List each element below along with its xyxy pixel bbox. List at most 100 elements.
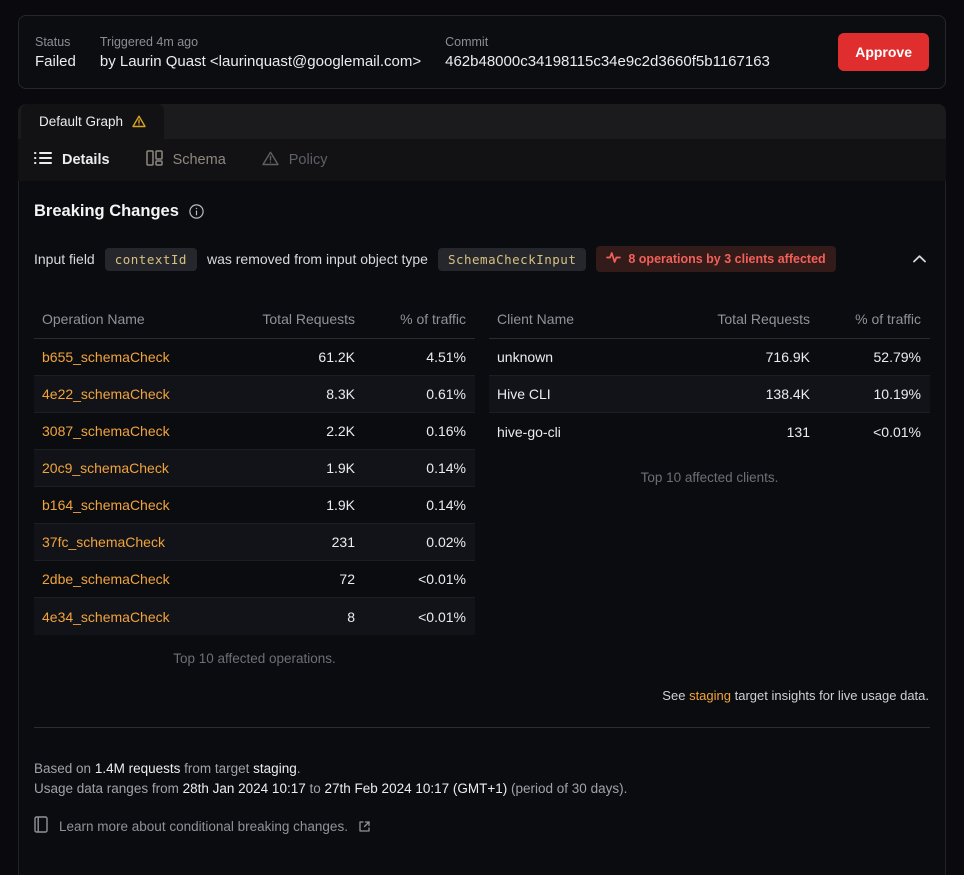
line2-to-word: to [309, 781, 321, 796]
live-insights-note: See staging target insights for live usa… [34, 688, 930, 703]
traffic-cell: 4.51% [426, 349, 466, 365]
clients-table-body: unknown 716.9K 52.79% Hive CLI 138.4K 10… [489, 339, 930, 450]
type-code-chip: SchemaCheckInput [437, 247, 587, 271]
line1-period: . [296, 761, 301, 776]
commit-label: Commit [445, 34, 489, 49]
learn-more-label: Learn more about conditional breaking ch… [59, 818, 348, 834]
requests-cell: 72 [339, 571, 355, 587]
table-row: 4e22_schemaCheck 8.3K 0.61% [34, 376, 475, 413]
column-header: % of traffic [400, 310, 466, 327]
traffic-cell: 0.02% [426, 534, 466, 550]
operation-link[interactable]: 3087_schemaCheck [42, 423, 170, 439]
breaking-change-accordion-row[interactable]: Input field contextId was removed from i… [34, 246, 930, 272]
approve-button[interactable]: Approve [838, 33, 929, 71]
requests-cell: 1.9K [326, 460, 355, 476]
client-name-cell: hive-go-cli [497, 423, 561, 440]
table-row: Hive CLI 138.4K 10.19% [489, 376, 930, 413]
usage-summary-line2: Usage data ranges from 28th Jan 2024 10:… [34, 779, 930, 799]
commit-group: Commit 462b48000c34198115c34e9c2d3660f5b… [445, 35, 770, 70]
operations-table-body: b655_schemaCheck 61.2K 4.51% 4e22_schema… [34, 339, 475, 635]
traffic-cell: 10.19% [873, 386, 921, 402]
note-suffix: target insights for live usage data. [734, 688, 929, 703]
operation-link[interactable]: 37fc_schemaCheck [42, 534, 165, 550]
column-header: % of traffic [855, 310, 921, 327]
line2-prefix: Usage data ranges from [34, 781, 179, 796]
tab-schema-label: Schema [172, 152, 226, 168]
check-summary-header: Status Failed Triggered 4m ago by Laurin… [18, 15, 946, 89]
traffic-cell: 0.14% [426, 460, 466, 476]
tab-default-graph[interactable]: Default Graph [21, 104, 165, 139]
table-row: b164_schemaCheck 1.9K 0.14% [34, 487, 475, 524]
client-name-cell: Hive CLI [497, 386, 551, 402]
note-prefix: See [662, 688, 686, 703]
impact-badge-label: 8 operations by 3 clients affected [628, 252, 826, 266]
traffic-cell: <0.01% [418, 571, 466, 587]
requests-cell: 231 [331, 534, 355, 550]
requests-cell: 61.2K [318, 349, 355, 365]
table-row: b655_schemaCheck 61.2K 4.51% [34, 339, 475, 376]
line1-middle: from target [184, 761, 250, 776]
range-start-date: 28th Jan 2024 10:17 [182, 781, 306, 796]
check-details-panel: Breaking Changes Input field contextId w… [18, 181, 946, 875]
range-end-date: 27th Feb 2024 10:17 (GMT+1) [324, 781, 508, 796]
operation-link[interactable]: b655_schemaCheck [42, 349, 170, 365]
breaking-changes-title: Breaking Changes [34, 202, 179, 220]
triggered-label: Triggered 4m ago [99, 34, 199, 49]
operation-link[interactable]: 4e22_schemaCheck [42, 386, 170, 402]
triggered-group: Triggered 4m ago by Laurin Quast <laurin… [100, 35, 421, 70]
traffic-cell: <0.01% [418, 608, 466, 625]
traffic-cell: 0.61% [426, 386, 466, 402]
traffic-cell: 0.14% [426, 497, 466, 513]
external-link-icon [359, 820, 370, 832]
tab-policy-label: Policy [288, 152, 328, 168]
tab-details[interactable]: Details [34, 151, 110, 169]
staging-target-link[interactable]: staging [689, 688, 731, 703]
column-header: Operation Name [42, 310, 145, 327]
table-row: 37fc_schemaCheck 231 0.02% [34, 524, 475, 561]
field-code-chip: contextId [104, 247, 197, 271]
warning-triangle-icon [262, 151, 279, 170]
triggered-author: by Laurin Quast <laurinquast@googlemail.… [99, 52, 422, 70]
line1-prefix: Based on [34, 761, 92, 776]
table-row: 20c9_schemaCheck 1.9K 0.14% [34, 450, 475, 487]
usage-tables: Operation Name Total Requests % of traff… [34, 299, 930, 666]
change-sentence-prefix: Input field [34, 251, 95, 267]
commit-hash: 462b48000c34198115c34e9c2d3660f5b1167163 [445, 52, 770, 70]
operation-link[interactable]: 2dbe_schemaCheck [42, 571, 170, 587]
column-header: Client Name [497, 310, 575, 327]
tab-schema[interactable]: Schema [145, 150, 226, 170]
table-row: 2dbe_schemaCheck 72 <0.01% [34, 561, 475, 598]
usage-summary-line1: Based on 1.4M requests from target stagi… [34, 759, 930, 779]
requests-cell: 138.4K [765, 386, 810, 402]
chevron-up-icon[interactable] [913, 255, 926, 263]
requests-cell: 131 [786, 423, 810, 440]
info-icon[interactable] [189, 204, 204, 219]
operations-table-caption: Top 10 affected operations. [173, 651, 336, 666]
line2-suffix: (period of 30 days). [511, 781, 628, 796]
list-icon [34, 151, 52, 169]
learn-more-link[interactable]: Learn more about conditional breaking ch… [34, 816, 930, 836]
check-view-toolbar: Details Schema Policy [18, 139, 946, 181]
requests-cell: 716.9K [765, 349, 810, 365]
clients-table: Client Name Total Requests % of traffic … [489, 299, 930, 666]
operation-link[interactable]: 20c9_schemaCheck [42, 460, 169, 476]
operation-link[interactable]: b164_schemaCheck [42, 497, 170, 513]
operations-table-header: Operation Name Total Requests % of traff… [34, 299, 475, 339]
section-divider [34, 727, 930, 728]
client-name-cell: unknown [497, 349, 554, 365]
book-icon [34, 816, 48, 836]
warning-triangle-icon [132, 115, 146, 128]
impact-badge[interactable]: 8 operations by 3 clients affected [596, 246, 836, 272]
column-header: Total Requests [717, 310, 810, 327]
requests-cell: 8.3K [326, 386, 355, 402]
operations-table: Operation Name Total Requests % of traff… [34, 299, 475, 666]
schema-icon [145, 150, 163, 170]
change-sentence-middle: was removed from input object type [206, 251, 428, 267]
graph-tab-label: Default Graph [39, 114, 124, 129]
table-row: 4e34_schemaCheck 8 <0.01% [34, 598, 475, 635]
tab-policy[interactable]: Policy [262, 151, 328, 170]
requests-total: 1.4M requests [94, 761, 181, 776]
traffic-cell: <0.01% [873, 423, 921, 440]
traffic-cell: 52.79% [873, 349, 921, 365]
operation-link[interactable]: 4e34_schemaCheck [42, 608, 170, 625]
